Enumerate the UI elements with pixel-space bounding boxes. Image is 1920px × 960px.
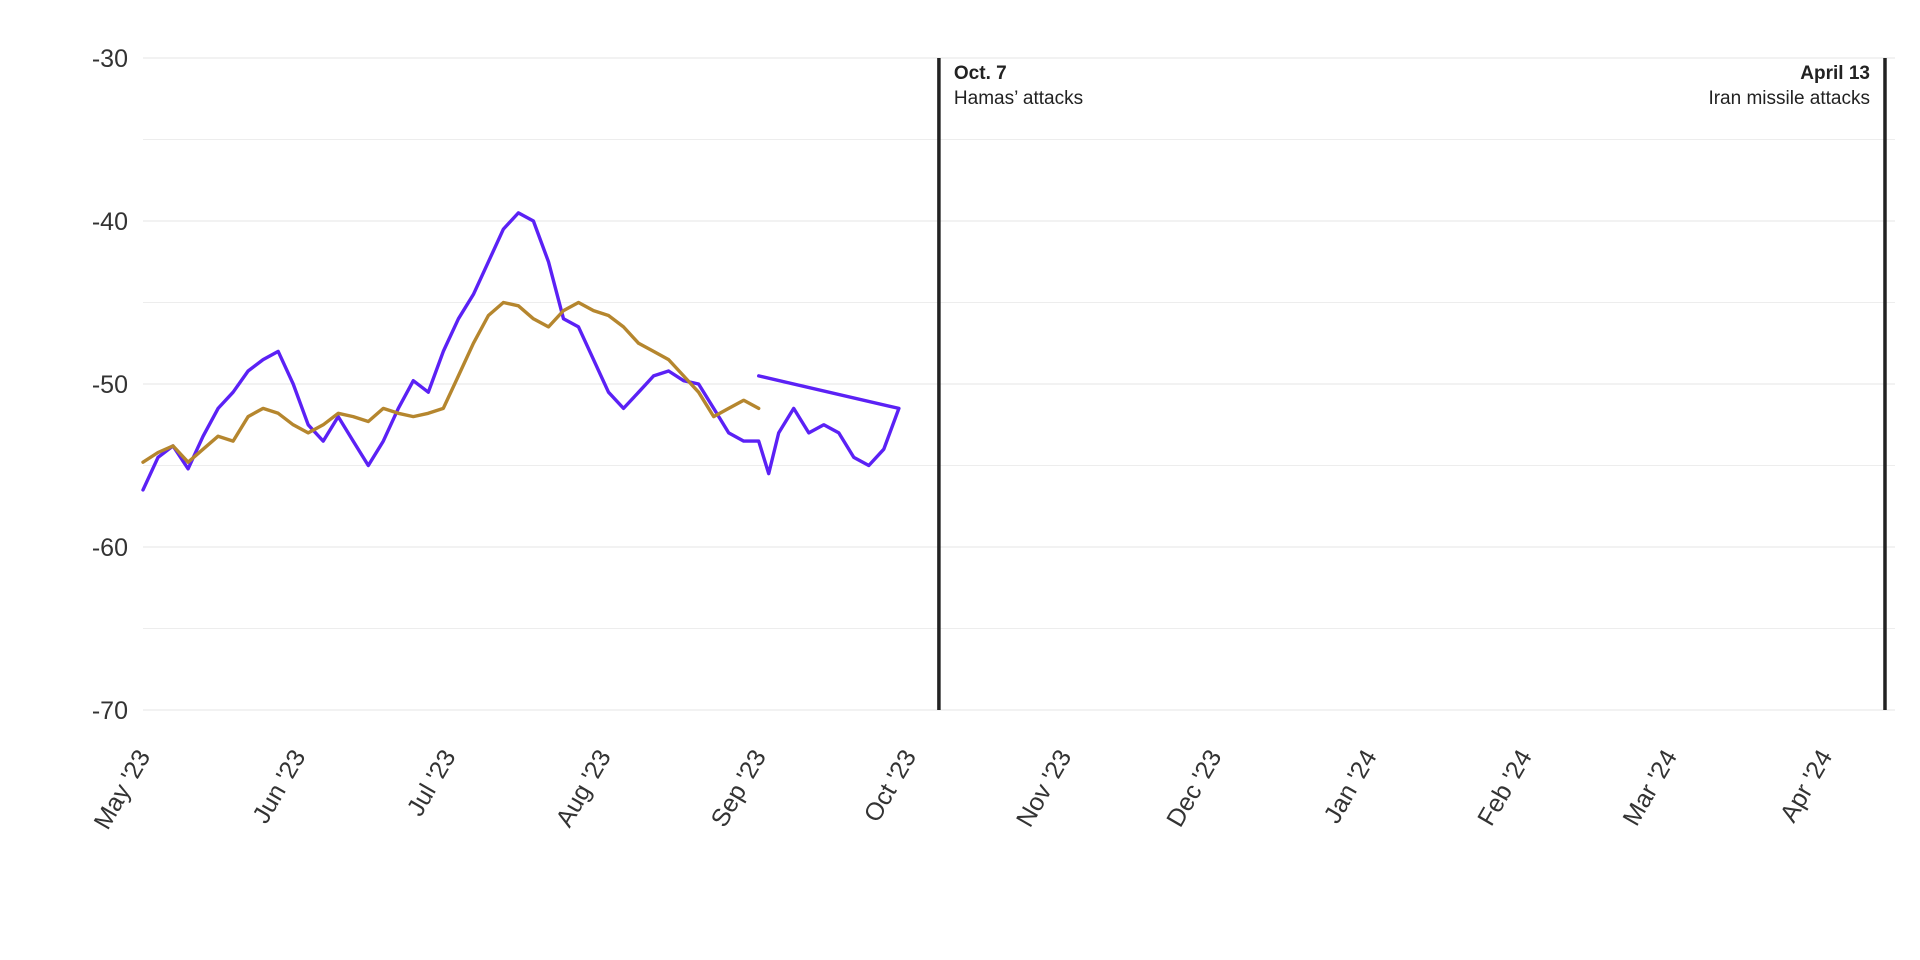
event-annotations: Oct. 7 Hamas’ attacks April 13 Iran missile…: [937, 58, 1887, 710]
event-title: Oct. 7: [954, 63, 1007, 84]
x-axis: May '23 Jun '23 Jul '23 Aug '23 Sep '23 Oct '…: [89, 745, 1839, 834]
x-tick-label: May '23: [89, 745, 157, 834]
x-tick-label: Aug '23: [550, 745, 616, 832]
x-tick-label: Dec '23: [1161, 745, 1227, 832]
x-tick-label: Nov '23: [1011, 745, 1077, 832]
y-tick-label: -40: [92, 208, 128, 236]
grid-layer: [143, 57, 1895, 711]
y-tick-label: -50: [92, 371, 128, 399]
y-tick-label: -60: [92, 534, 128, 562]
x-tick-label: Oct '23: [859, 745, 922, 827]
x-tick-label: Sep '23: [706, 745, 772, 832]
x-tick-label: Jun '23: [247, 745, 311, 828]
x-tick-label: Jul '23: [402, 745, 462, 821]
series-line-2: [141, 300, 761, 464]
event-description: Iran missile attacks: [1708, 88, 1870, 109]
x-tick-label: Mar '24: [1617, 745, 1683, 831]
series-line-1: [141, 211, 901, 492]
y-tick-label: -30: [92, 45, 128, 73]
series-layer: [141, 211, 901, 492]
event-title: April 13: [1800, 63, 1870, 84]
y-tick-label: -70: [92, 697, 128, 725]
x-tick-label: Apr '24: [1775, 745, 1839, 827]
event-description: Hamas’ attacks: [954, 88, 1083, 109]
x-tick-label: Feb '24: [1472, 745, 1538, 831]
x-tick-label: Jan '24: [1318, 745, 1382, 828]
y-axis: -30 -40 -50 -60 -70: [92, 45, 128, 725]
